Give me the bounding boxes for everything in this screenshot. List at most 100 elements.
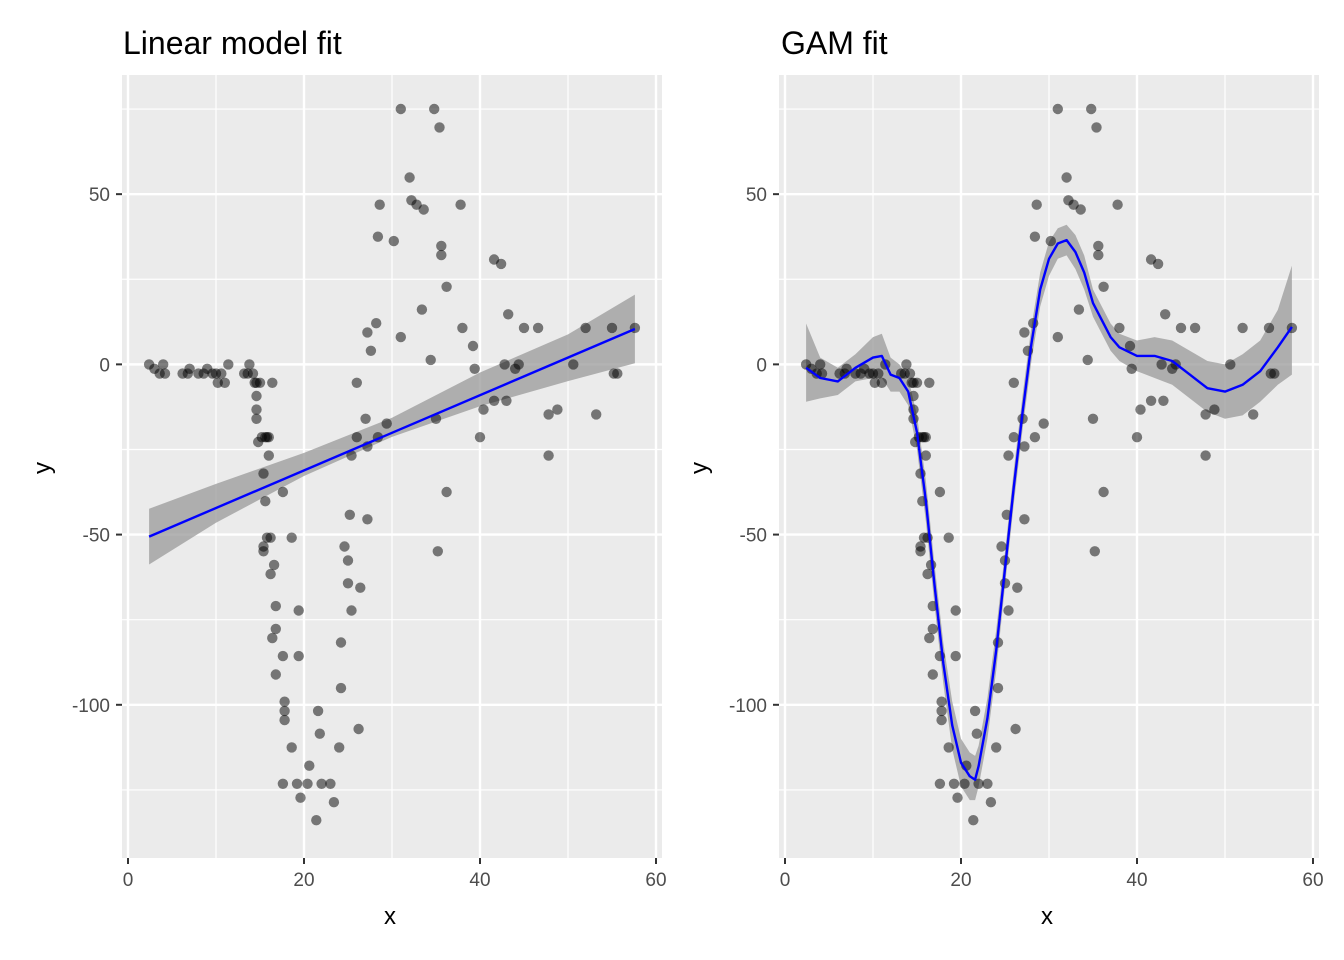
data-point (1269, 368, 1280, 379)
fit-line (805, 238, 1293, 781)
x-tick-label: 0 (123, 870, 134, 891)
data-point (277, 486, 289, 498)
chart-title: Linear model fit (123, 25, 342, 61)
data-point (488, 395, 500, 406)
data-point (314, 728, 325, 739)
data-point (922, 568, 933, 580)
data-point (580, 322, 591, 334)
data-point (371, 318, 382, 329)
data-point (991, 742, 1002, 753)
data-point (543, 450, 554, 461)
data-point (934, 486, 946, 498)
data-point (591, 409, 602, 420)
data-point (267, 632, 278, 644)
data-point (1160, 309, 1171, 320)
data-point (291, 778, 303, 789)
data-point (270, 623, 281, 635)
data-point (973, 778, 984, 789)
data-point (950, 650, 961, 662)
data-point (351, 377, 362, 388)
data-point (1175, 322, 1187, 334)
data-point (295, 792, 306, 803)
data-point (1098, 486, 1109, 498)
data-point (265, 532, 276, 543)
data-point (501, 395, 512, 406)
data-point (335, 637, 347, 648)
data-point (388, 235, 399, 247)
data-point (499, 359, 510, 370)
data-point (568, 359, 579, 370)
data-point (362, 327, 373, 338)
data-point (1156, 359, 1167, 370)
data-point (374, 199, 385, 210)
data-point (372, 231, 384, 242)
data-point (432, 546, 443, 557)
data-point (969, 705, 981, 717)
data-point (247, 368, 259, 379)
data-point (950, 605, 961, 616)
data-point (360, 413, 371, 424)
data-point (968, 815, 979, 826)
data-point (1112, 199, 1123, 210)
data-point (1200, 450, 1211, 461)
x-tick-label: 60 (645, 870, 666, 891)
data-point (251, 404, 262, 415)
data-point (353, 723, 364, 735)
data-point (1089, 546, 1101, 557)
data-point (1008, 432, 1019, 443)
x-tick-label: 20 (293, 870, 314, 891)
data-point (279, 696, 290, 707)
data-point (503, 309, 514, 320)
data-point (334, 742, 345, 753)
data-point (920, 450, 931, 461)
y-tick-label: 0 (99, 355, 110, 376)
data-point (223, 359, 234, 370)
panel-linear-model: 0 20 40 60 -100 -50 0 50 Linear model fit x y (29, 25, 667, 930)
data-point (876, 377, 887, 388)
data-point (469, 363, 480, 374)
data-point (936, 705, 947, 717)
data-point (260, 496, 271, 507)
data-point (342, 578, 354, 589)
data-point (1008, 377, 1019, 388)
data-point (279, 714, 290, 726)
fit-line (148, 327, 636, 538)
confidence-band (149, 294, 635, 565)
data-point (1189, 322, 1201, 334)
data-point (277, 778, 289, 789)
data-point (815, 359, 826, 370)
data-point (996, 541, 1007, 552)
data-point (1082, 354, 1093, 366)
data-point (924, 632, 935, 644)
y-axis-label: y (29, 462, 56, 474)
data-point (219, 377, 230, 388)
data-point (1124, 340, 1136, 352)
data-point (943, 742, 954, 753)
data-point (1010, 723, 1021, 735)
data-point (915, 546, 926, 557)
data-point (158, 359, 169, 370)
data-point (1093, 249, 1104, 261)
x-tick-label: 20 (950, 870, 971, 891)
data-point (251, 413, 262, 424)
data-point (263, 450, 274, 461)
data-point (1075, 204, 1086, 215)
data-point (971, 728, 982, 739)
data-point (943, 532, 954, 543)
data-point (216, 368, 227, 379)
y-tick-label: -50 (83, 526, 110, 547)
x-tick-label: 40 (1126, 870, 1147, 891)
data-point (429, 103, 440, 115)
data-point (936, 696, 947, 707)
data-point (395, 103, 406, 115)
data-point (316, 778, 327, 789)
data-point (959, 778, 970, 789)
data-point (339, 541, 350, 552)
data-point (1200, 409, 1211, 420)
data-point (270, 600, 281, 612)
data-point (436, 249, 447, 261)
data-point (1135, 404, 1146, 415)
data-point (474, 432, 486, 443)
data-point (365, 345, 377, 356)
data-point (922, 532, 933, 543)
